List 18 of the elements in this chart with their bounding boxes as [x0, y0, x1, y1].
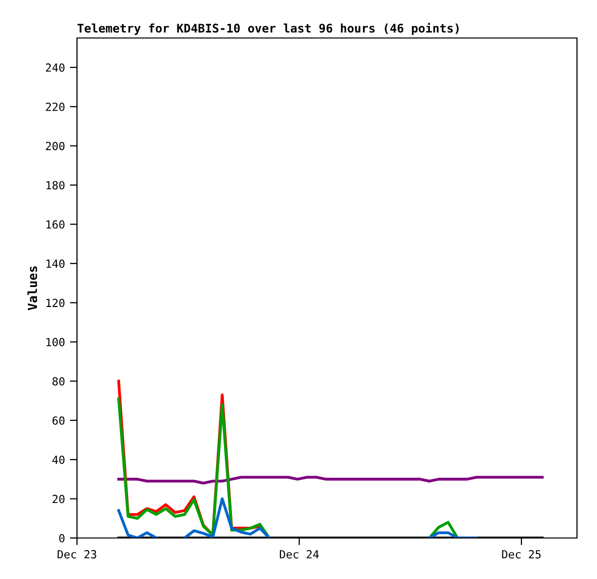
- y-tick-label: 20: [52, 494, 64, 504]
- y-tick-label: 200: [46, 142, 64, 150]
- y-tick-label: 80: [52, 377, 64, 386]
- x-tick-label: Dec 25: [502, 550, 541, 558]
- y-tick-label: 120: [46, 298, 64, 308]
- y-tick-label: 160: [46, 220, 64, 229]
- y-axis-title: Values: [27, 266, 38, 310]
- y-tick-label: 220: [46, 102, 64, 112]
- x-tick-label: Dec 24: [280, 550, 319, 558]
- y-tick-label: 100: [46, 338, 64, 346]
- y-tick-label: 140: [46, 259, 64, 268]
- y-tick-label: 180: [46, 181, 64, 190]
- y-tick-label: 0: [59, 534, 64, 542]
- chart-title: Telemetry for KD4BIS-10 over last 96 hours (46 points): [78, 22, 459, 35]
- x-tick-label: Dec 23: [58, 550, 96, 558]
- y-tick-label: 240: [46, 63, 64, 72]
- y-tick-label: 40: [52, 456, 64, 464]
- y-tick-label: 60: [52, 416, 64, 425]
